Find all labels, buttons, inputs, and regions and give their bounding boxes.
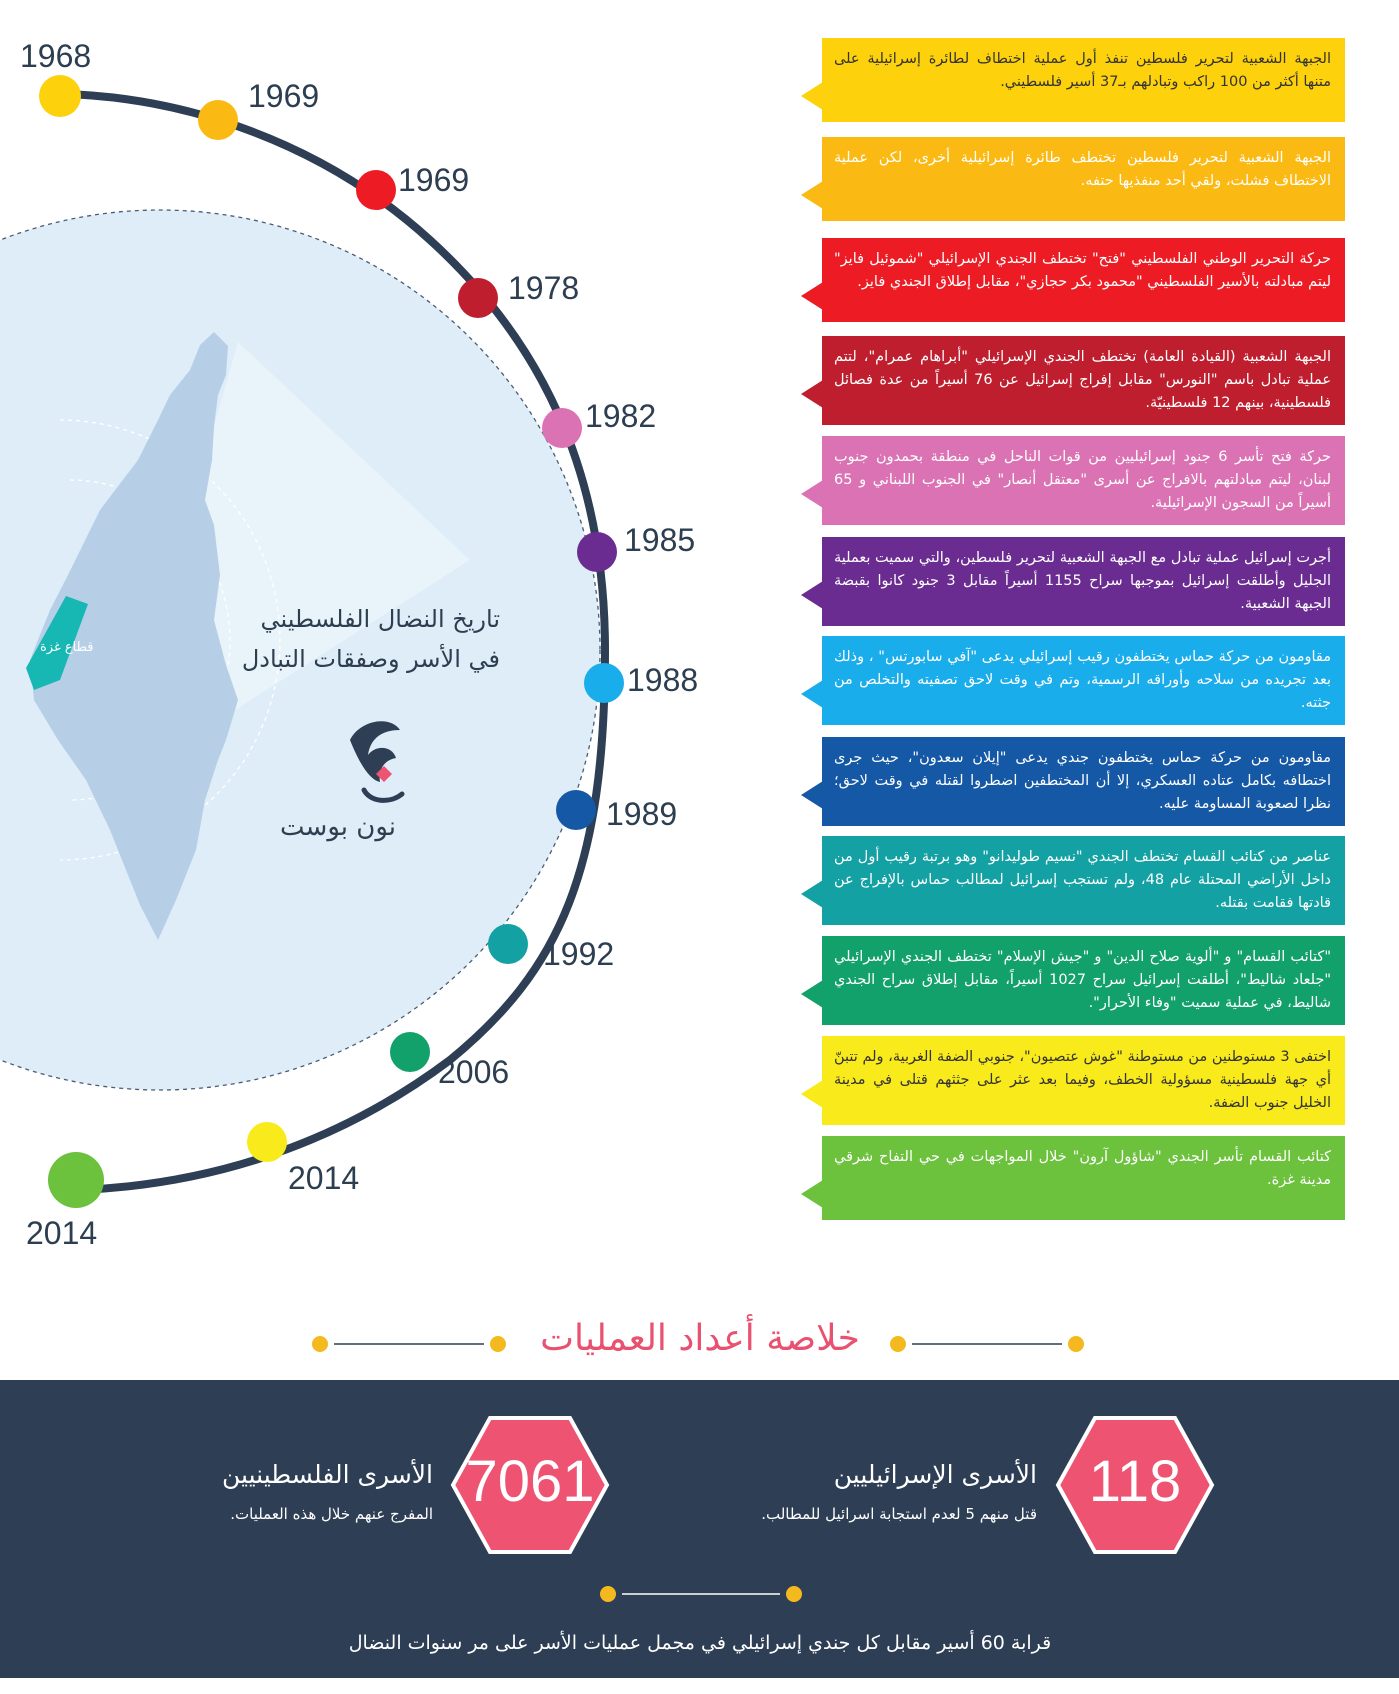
timeline-year-9: 2006 — [438, 1054, 510, 1090]
note-ornament — [600, 1586, 802, 1602]
timeline-event-card: حركة فتح تأسر 6 جنود إسرائيليين من قوات … — [801, 436, 1345, 525]
palestine-map — [30, 332, 238, 940]
timeline-dot-1 — [198, 100, 238, 140]
timeline-dot-0 — [39, 75, 81, 117]
timeline-event-text: أجرت إسرائيل عملية تبادل مع الجبهة الشعب… — [834, 550, 1331, 612]
palestinian-prisoners-subtitle: المفرج عنهم خلال هذه العمليات. — [230, 1505, 433, 1523]
israeli-prisoners-title: الأسرى الإسرائيليين — [833, 1460, 1037, 1489]
gaza-strip — [26, 596, 88, 690]
timeline-dot-6 — [584, 663, 624, 703]
timeline-year-2: 1969 — [398, 162, 470, 198]
timeline-event-card: الجبهة الشعبية لتحرير فلسطين تنفذ أول عم… — [801, 38, 1345, 122]
timeline-year-7: 1989 — [606, 796, 678, 832]
timeline-dot-10 — [247, 1122, 287, 1162]
timeline-event-card: أجرت إسرائيل عملية تبادل مع الجبهة الشعب… — [801, 537, 1345, 626]
timeline-event-text: الجبهة الشعبية لتحرير فلسطين تختطف طائرة… — [834, 150, 1331, 189]
timeline-dot-2 — [356, 170, 396, 210]
brand-logo — [350, 721, 405, 803]
israeli-count-hexagon — [1055, 1416, 1215, 1554]
timeline-event-card: اختفى 3 مستوطنين من مستوطنة "غوش عتصيون"… — [801, 1036, 1345, 1125]
timeline-event-card: "كتائب القسام" و "ألوية صلاح الدين" و "ج… — [801, 936, 1345, 1025]
timeline-event-text: "كتائب القسام" و "ألوية صلاح الدين" و "ج… — [834, 949, 1331, 1011]
summary-title-ornaments — [312, 1336, 1084, 1352]
timeline-event-text: الجبهة الشعبية لتحرير فلسطين تنفذ أول عم… — [834, 51, 1331, 90]
timeline-year-5: 1985 — [624, 522, 696, 558]
timeline-event-text: الجبهة الشعبية (القيادة العامة) تختطف ال… — [834, 349, 1331, 411]
timeline-event-card: عناصر من كتائب القسام تختطف الجندي "نسيم… — [801, 836, 1345, 925]
timeline-dot-9 — [390, 1032, 430, 1072]
timeline-event-card: مقاومون من حركة حماس يختطفون رقيب إسرائي… — [801, 636, 1345, 725]
timeline-dot-11 — [48, 1152, 104, 1208]
gaza-label: قطاع غزة — [40, 640, 94, 655]
timeline-event-text: حركة فتح تأسر 6 جنود إسرائيليين من قوات … — [834, 449, 1331, 511]
timeline-event-text: مقاومون من حركة حماس يختطفون جندي يدعى "… — [834, 750, 1331, 812]
dashed-ring — [0, 209, 601, 1091]
timeline-event-text: مقاومون من حركة حماس يختطفون رقيب إسرائي… — [834, 649, 1331, 711]
timeline-event-text: كتائب القسام تأسر الجندي "شاؤول آرون" خل… — [834, 1149, 1331, 1188]
palestinian-count-hexagon — [450, 1416, 610, 1554]
timeline-dot-4 — [542, 408, 582, 448]
timeline-event-text: حركة التحرير الوطني الفلسطيني "فتح" تختط… — [834, 251, 1331, 290]
timeline-dot-5 — [577, 532, 617, 572]
israeli-count: 118 — [1088, 1449, 1182, 1514]
timeline-event-card: مقاومون من حركة حماس يختطفون جندي يدعى "… — [801, 737, 1345, 826]
map-title-line-2: في الأسر وصفقات التبادل — [241, 645, 500, 673]
timeline-year-8: 1992 — [543, 936, 615, 972]
timeline-event-card: الجبهة الشعبية لتحرير فلسطين تختطف طائرة… — [801, 137, 1345, 221]
summary-note: قرابة 60 أسير مقابل كل جندي إسرائيلي في … — [348, 1632, 1052, 1654]
timeline-year-10: 2014 — [288, 1160, 360, 1196]
timeline-event-text: اختفى 3 مستوطنين من مستوطنة "غوش عتصيون"… — [834, 1049, 1331, 1111]
map-title-line-1: تاريخ النضال الفلسطيني — [260, 605, 500, 633]
timeline-arc — [56, 90, 610, 1194]
timeline-year-0: 1968 — [20, 38, 92, 74]
timeline-event-card: كتائب القسام تأسر الجندي "شاؤول آرون" خل… — [801, 1136, 1345, 1220]
timeline-year-6: 1988 — [627, 662, 699, 698]
palestinian-prisoners-title: الأسرى الفلسطينيين — [222, 1460, 433, 1489]
summary-title: خلاصة أعداد العمليات — [540, 1318, 860, 1359]
israeli-prisoners-subtitle: قتل منهم 5 لعدم استجابة اسرائيل للمطالب. — [761, 1505, 1037, 1523]
timeline-year-3: 1978 — [508, 270, 580, 306]
timeline-event-text: عناصر من كتائب القسام تختطف الجندي "نسيم… — [834, 849, 1332, 911]
brand-name: نون بوست — [280, 812, 397, 842]
timeline-graphic — [0, 75, 1084, 1352]
timeline-dot-7 — [556, 790, 596, 830]
timeline-year-4: 1982 — [585, 398, 657, 434]
timeline-year-11: 2014 — [26, 1215, 98, 1251]
timeline-event-card: حركة التحرير الوطني الفلسطيني "فتح" تختط… — [801, 238, 1345, 322]
timeline-year-1: 1969 — [248, 78, 320, 114]
timeline-event-card: الجبهة الشعبية (القيادة العامة) تختطف ال… — [801, 336, 1345, 425]
timeline-dot-8 — [488, 924, 528, 964]
timeline-dot-3 — [458, 278, 498, 318]
palestinian-count: 7061 — [465, 1449, 595, 1514]
